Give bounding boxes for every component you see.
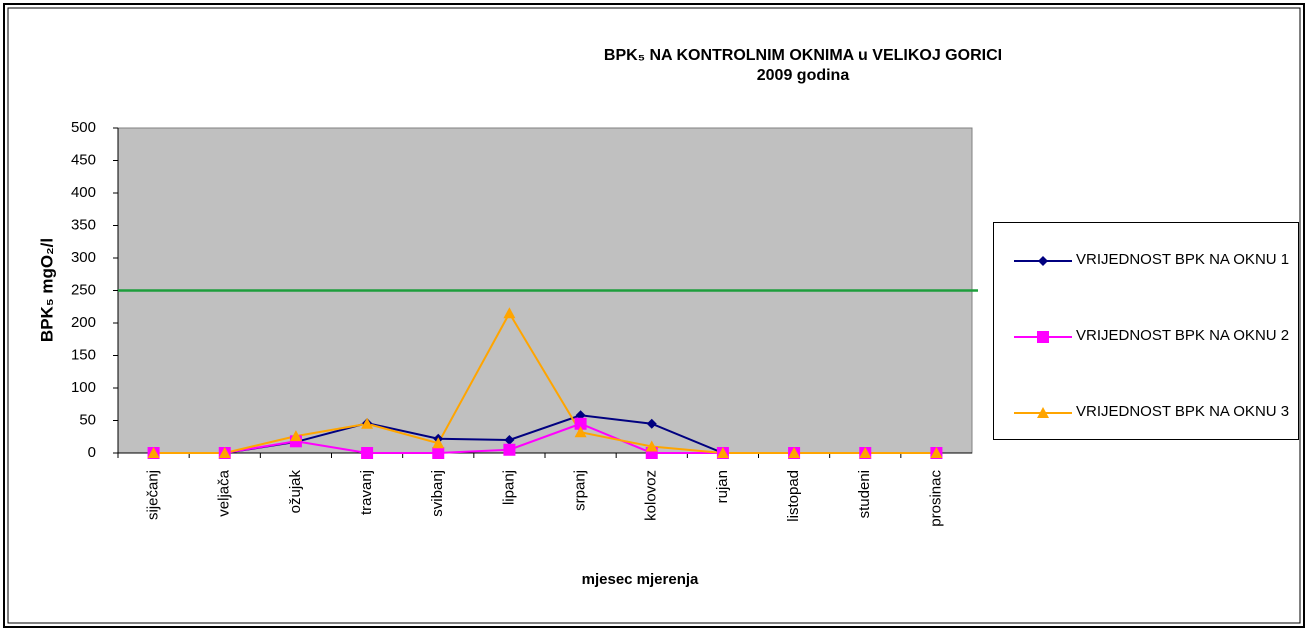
x-tick-label: srpanj — [572, 470, 589, 511]
marker — [574, 426, 587, 438]
y-tick-label: 0 — [88, 444, 96, 461]
x-tick-label: listopad — [785, 470, 802, 522]
marker — [289, 430, 302, 442]
marker — [218, 447, 231, 458]
x-tick-label: travanj — [358, 470, 375, 515]
y-tick-label: 250 — [71, 281, 96, 298]
marker — [716, 447, 729, 458]
marker — [646, 418, 657, 429]
marker — [930, 447, 943, 458]
marker — [432, 447, 445, 459]
frame-inner — [7, 7, 1301, 624]
marker — [432, 437, 445, 449]
marker — [574, 417, 587, 430]
x-tick-label: studeni — [856, 470, 873, 518]
marker — [1037, 331, 1049, 343]
x-axis-label: mjesec mjerenja — [582, 571, 699, 588]
marker — [361, 417, 374, 429]
y-tick-label: 350 — [71, 216, 96, 233]
y-axis-label: BPK₅ mgO₂/l — [37, 238, 56, 342]
y-tick-label: 150 — [71, 346, 96, 363]
y-tick-label: 200 — [71, 314, 96, 331]
x-tick-label: rujan — [714, 470, 731, 503]
x-tick-label: veljača — [216, 469, 233, 516]
x-tick-label: lipanj — [500, 470, 517, 505]
marker — [645, 440, 658, 452]
legend-label: VRIJEDNOST BPK NA OKNU 1 — [1076, 251, 1290, 268]
y-tick-label: 50 — [79, 411, 96, 428]
legend-key — [1014, 407, 1072, 418]
legend: VRIJEDNOST BPK NA OKNU 1 VRIJEDNOST BPK N… — [993, 222, 1299, 440]
legend-key — [1014, 331, 1072, 343]
chart-title: BPK₅ NA KONTROLNIM OKNIMA u VELIKOJ GORI… — [604, 47, 1002, 64]
marker — [361, 447, 374, 459]
marker — [1037, 407, 1049, 418]
marker — [504, 435, 515, 445]
x-tick-label: prosinac — [927, 470, 944, 527]
x-tick-label: kolovoz — [643, 470, 660, 521]
x-tick-label: siječanj — [145, 470, 162, 520]
marker — [503, 307, 516, 319]
y-tick-label: 100 — [71, 379, 96, 396]
y-tick-label: 300 — [71, 249, 96, 266]
series-line — [153, 311, 937, 454]
x-tick-label: svibanj — [429, 470, 446, 517]
chart-subtitle: 2009 godina — [757, 67, 850, 84]
marker — [147, 447, 160, 458]
marker — [788, 447, 801, 458]
frame — [3, 3, 1305, 628]
legend-label: VRIJEDNOST BPK NA OKNU 2 — [1076, 327, 1290, 344]
y-tick-label: 400 — [71, 184, 96, 201]
x-tick-label: ožujak — [287, 470, 304, 514]
marker — [1038, 256, 1048, 266]
marker — [503, 443, 516, 456]
y-tick-label: 450 — [71, 151, 96, 168]
marker — [859, 447, 872, 458]
legend-label: VRIJEDNOST BPK NA OKNU 3 — [1076, 403, 1290, 420]
legend-key — [1014, 256, 1072, 266]
y-tick-label: 500 — [71, 119, 96, 136]
